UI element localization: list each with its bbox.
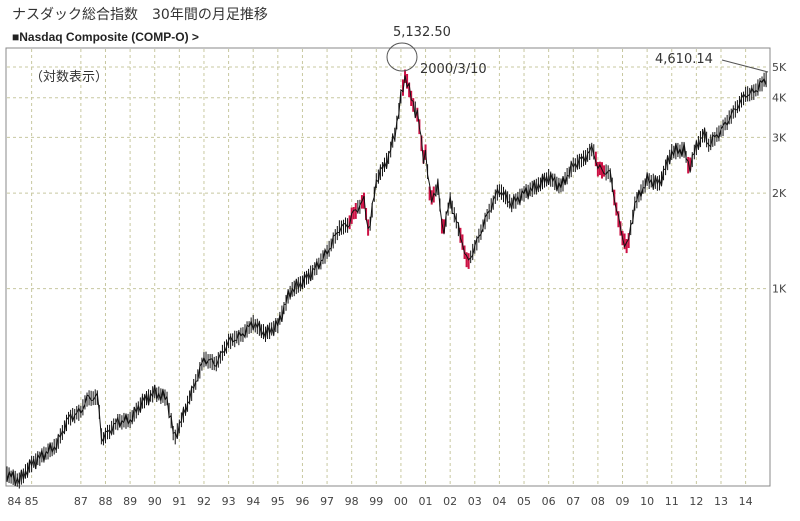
x-tick-label: 93 [222,495,236,508]
x-tick-label: 14 [739,495,753,508]
x-tick-label: 97 [320,495,334,508]
x-tick-label: 11 [665,495,679,508]
last-value-label: 4,610.14 [655,52,713,67]
x-tick-label: 08 [591,495,605,508]
x-tick-label: 04 [492,495,506,508]
x-tick-label: 09 [616,495,630,508]
y-axis-ticks: 1K 2K 3K 4K 5K [772,61,787,296]
x-tick-label: 88 [98,495,112,508]
price-line [6,75,767,486]
x-tick-label: 99 [369,495,383,508]
peak-value-label: 5,132.50 [393,25,451,40]
chart-title: ナスダック総合指数 30年間の月足推移 [12,7,268,23]
x-tick-label: 98 [345,495,359,508]
x-tick-label: 84 [7,495,21,508]
x-tick-label: 95 [271,495,285,508]
x-tick-label: 06 [542,495,556,508]
x-tick-label: 96 [295,495,309,508]
x-tick-label: 87 [74,495,88,508]
x-tick-label: 07 [566,495,580,508]
log-scale-note: （対数表示） [30,70,109,85]
chart-subtitle[interactable]: ■Nasdaq Composite (COMP-O) > [12,30,199,44]
x-axis-ticks: 84 85 87 88 89 90 91 92 93 94 95 96 97 98 99 00 01 02 03 04… [7,495,752,508]
x-tick-label: 10 [640,495,654,508]
y-tick-label: 1K [772,283,787,296]
y-tick-label: 3K [772,131,787,144]
grid [7,49,769,485]
x-tick-label: 92 [197,495,211,508]
last-value-leader [721,59,769,73]
x-tick-label: 12 [689,495,703,508]
x-tick-label: 89 [123,495,137,508]
plot-frame [5,47,771,487]
x-tick-label: 01 [419,495,433,508]
x-tick-label: 85 [25,495,39,508]
y-tick-label: 5K [772,61,787,74]
price-series [6,69,767,489]
x-tick-label: 94 [246,495,260,508]
y-tick-label: 2K [772,187,787,200]
x-tick-label: 91 [172,495,186,508]
x-tick-label: 03 [468,495,482,508]
y-tick-label: 4K [772,92,787,105]
peak-date-label: 2000/3/10 [420,62,487,77]
x-tick-label: 05 [517,495,531,508]
x-tick-label: 00 [394,495,408,508]
x-tick-label: 13 [714,495,728,508]
x-tick-label: 90 [148,495,162,508]
peak-marker-circle [386,42,418,72]
x-tick-label: 02 [443,495,457,508]
